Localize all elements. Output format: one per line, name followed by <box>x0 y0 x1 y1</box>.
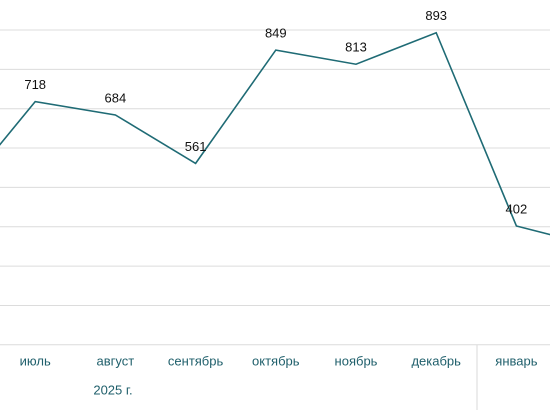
data-label: 813 <box>345 40 367 55</box>
data-label: 561 <box>185 139 207 154</box>
x-tick-label: ноябрь <box>335 353 378 368</box>
x-tick-label: январь <box>495 353 537 368</box>
group-label: 2025 г. <box>93 382 132 397</box>
line-series <box>0 31 550 236</box>
x-tick-label: июль <box>20 353 51 368</box>
data-label: 718 <box>24 77 46 92</box>
data-label: 684 <box>105 90 127 105</box>
x-tick-label: декабрь <box>411 353 461 368</box>
x-tick-label: сентябрь <box>168 353 224 368</box>
x-tick-label: август <box>97 353 135 368</box>
x-tick-label: октябрь <box>252 353 300 368</box>
data-label: 893 <box>425 8 447 23</box>
data-label: 849 <box>265 26 287 41</box>
data-label: 402 <box>506 201 528 216</box>
